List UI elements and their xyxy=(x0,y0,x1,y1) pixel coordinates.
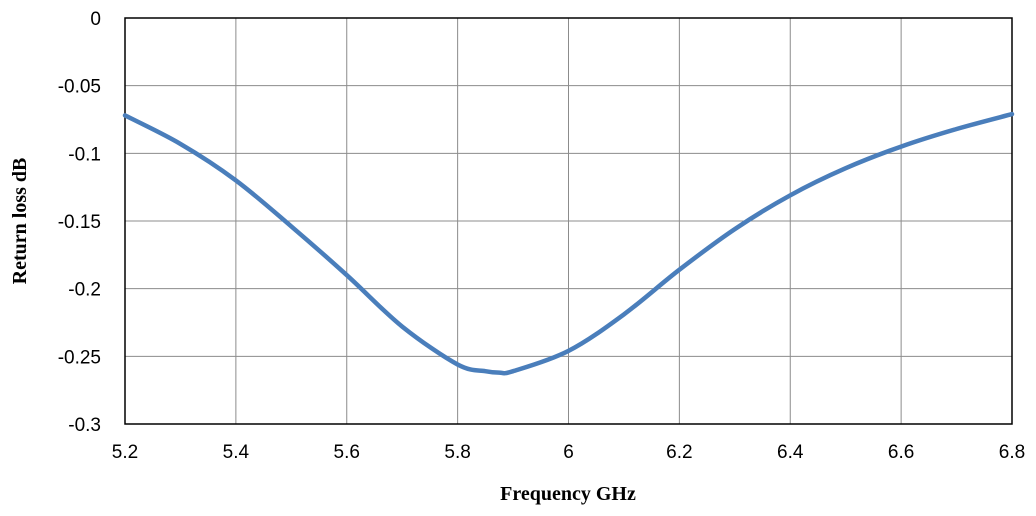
x-tick-label: 5.4 xyxy=(223,442,250,463)
x-tick-label: 6.8 xyxy=(999,442,1025,463)
series-line xyxy=(122,111,1015,376)
grid-lines xyxy=(124,17,1013,425)
y-tick-label: -0.3 xyxy=(68,415,101,436)
y-tick-label: -0.25 xyxy=(58,347,101,368)
y-tick-label: -0.1 xyxy=(68,144,101,165)
y-tick-label: -0.2 xyxy=(68,280,101,301)
x-tick-label: 6.4 xyxy=(777,442,804,463)
series-layer xyxy=(122,111,1015,376)
x-tick-label: 5.8 xyxy=(444,442,470,463)
y-tick-labels: 0 -0.05 -0.1 -0.15 -0.2 -0.25 -0.3 xyxy=(58,9,101,436)
y-tick-label: 0 xyxy=(90,9,101,30)
x-tick-label: 5.2 xyxy=(112,442,138,463)
y-tick-label: -0.05 xyxy=(58,77,101,98)
x-tick-label: 6 xyxy=(563,442,574,463)
x-tick-label: 6.2 xyxy=(666,442,692,463)
y-axis-title: Return loss dB xyxy=(9,158,31,285)
x-tick-label: 5.6 xyxy=(334,442,360,463)
x-tick-label: 6.6 xyxy=(888,442,914,463)
x-axis-title: Frequency GHz xyxy=(500,483,636,505)
x-tick-labels: 5.2 5.4 5.6 5.8 6 6.2 6.4 6.6 6.8 xyxy=(112,442,1025,463)
y-tick-label: -0.15 xyxy=(58,212,101,233)
plot-area xyxy=(124,17,1013,425)
